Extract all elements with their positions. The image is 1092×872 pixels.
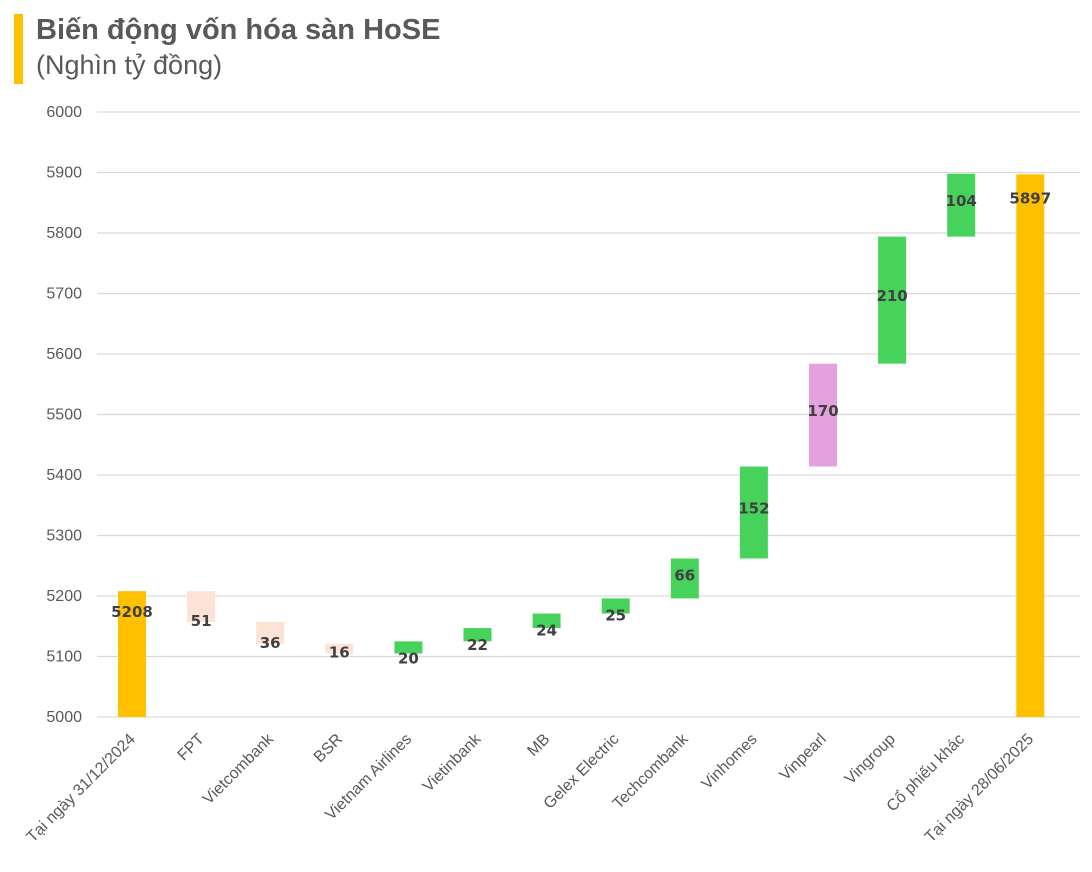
x-category-label: Tại ngày 31/12/2024 xyxy=(24,731,139,846)
x-category-label: FPT xyxy=(175,731,209,765)
x-category-label: Vinpearl xyxy=(776,731,829,784)
waterfall-bar xyxy=(1016,174,1045,717)
data-label: 210 xyxy=(876,287,907,305)
data-label: 36 xyxy=(260,634,281,652)
y-tick-label: 5900 xyxy=(46,165,82,182)
waterfall-bar xyxy=(394,641,423,654)
x-category-label: MB xyxy=(524,731,553,760)
waterfall-bar xyxy=(118,591,146,717)
waterfall-bar xyxy=(532,613,561,629)
data-label: 22 xyxy=(467,636,488,654)
waterfall-bar xyxy=(670,558,699,599)
x-category-label: Vietinbank xyxy=(420,730,485,795)
waterfall-bar xyxy=(878,236,907,364)
y-tick-label: 5100 xyxy=(46,649,82,666)
y-tick-label: 5800 xyxy=(46,225,82,242)
y-tick-label: 5500 xyxy=(46,407,82,424)
data-label: 66 xyxy=(674,566,695,584)
waterfall-bar xyxy=(256,622,285,644)
waterfall-bar xyxy=(809,363,837,467)
y-tick-label: 6000 xyxy=(46,104,82,121)
x-category-label: Vinhomes xyxy=(699,731,761,793)
data-label: 24 xyxy=(536,622,557,640)
data-label: 16 xyxy=(329,643,350,661)
data-label: 5897 xyxy=(1009,189,1051,207)
waterfall-bar xyxy=(947,173,976,237)
data-label: 51 xyxy=(191,612,212,630)
y-tick-label: 5000 xyxy=(46,709,82,726)
waterfall-bar xyxy=(463,628,492,642)
data-label: 25 xyxy=(605,606,626,624)
data-label: 20 xyxy=(398,649,419,667)
chart-title: Biến động vốn hóa sàn HoSE xyxy=(36,14,441,46)
x-category-label: Vietcombank xyxy=(200,730,278,808)
waterfall-bar xyxy=(601,598,630,614)
y-tick-label: 5300 xyxy=(46,528,82,545)
y-axis-ticks: 5000 5100 5200 5300 5400 5500 5600 5700 5800 5900… xyxy=(46,104,82,726)
y-tick-label: 5700 xyxy=(46,286,82,303)
data-label: 170 xyxy=(807,402,838,420)
gridlines xyxy=(97,111,1080,718)
waterfall-bar xyxy=(325,643,354,654)
data-label: 104 xyxy=(946,192,977,210)
title-accent-bar xyxy=(14,14,23,84)
y-tick-label: 5400 xyxy=(46,467,82,484)
waterfall-bar xyxy=(739,466,768,559)
bars xyxy=(118,173,1045,717)
data-label: 152 xyxy=(738,500,769,518)
waterfall-bar xyxy=(187,591,216,623)
y-tick-label: 5600 xyxy=(46,346,82,363)
x-category-label: BSR xyxy=(311,731,346,766)
chart-subtitle: (Nghìn tỷ đồng) xyxy=(36,50,223,80)
y-tick-label: 5200 xyxy=(46,588,82,605)
data-labels: 5208 51 36 16 20 22 24 25 66 152 170 210 104 5897 xyxy=(111,189,1051,667)
data-label: 5208 xyxy=(111,603,153,621)
x-category-label: Vingroup xyxy=(842,731,899,788)
